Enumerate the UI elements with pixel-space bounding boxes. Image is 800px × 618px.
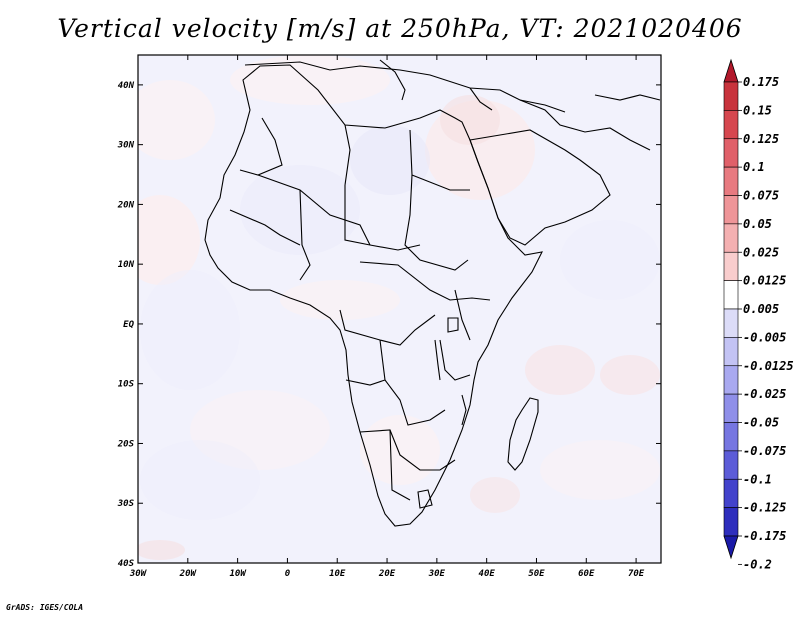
colorbar-label: 0.15: [743, 103, 772, 117]
colorbar-label: -0.075: [743, 444, 786, 458]
lon-label: 60E: [578, 569, 595, 579]
colorbar-segment: [723, 507, 739, 537]
colorbar-arrow-top: [723, 58, 739, 83]
colorbar-segment: [723, 195, 739, 225]
lat-label: 10N: [118, 260, 135, 270]
colorbar-label: 0.175: [743, 75, 779, 89]
lat-label: EQ: [123, 320, 134, 330]
lon-label: 20E: [378, 569, 396, 579]
lat-label: 20N: [117, 200, 135, 210]
colorbar-segment: [723, 110, 739, 140]
colorbar-label: -0.125: [743, 501, 786, 515]
lon-label: 10W: [229, 569, 247, 579]
colorbar-arrow-bottom: [723, 535, 739, 560]
colorbar-segment: [723, 223, 739, 253]
colorbar-segment: [723, 280, 739, 310]
country-borders: [204, 59, 661, 527]
colorbar-segment: [723, 166, 739, 196]
colorbar-segment: [723, 138, 739, 168]
lat-label: 40S: [118, 559, 135, 569]
colorbar-segment: [723, 450, 739, 480]
lon-label: 30W: [129, 569, 148, 579]
lon-label: 30E: [428, 569, 446, 579]
lon-label: 0: [285, 569, 291, 579]
lat-label: 30S: [117, 499, 135, 509]
colorbar-label: -0.175: [743, 529, 786, 543]
colorbar-label: 0.125: [743, 132, 779, 146]
colorbar-label: -0.005: [743, 330, 786, 344]
lon-label: 40E: [479, 569, 496, 579]
colorbar-label: 0.005: [743, 302, 779, 316]
colorbar-label: 0.0125: [743, 274, 786, 288]
lat-label: 20S: [117, 439, 135, 449]
lon-label: 70E: [628, 569, 645, 579]
colorbar-label: 0.05: [743, 217, 772, 231]
lon-label: 10E: [329, 569, 346, 579]
colorbar: 0.175 0.15 0.125 0.1 0.075 0.05 0.025 0.0125 0.0…: [723, 58, 794, 571]
colorbar-segment: [723, 251, 739, 281]
colorbar-label: 0.025: [743, 245, 779, 259]
colorbar-label: -0.05: [743, 416, 779, 430]
lat-label: 10S: [118, 380, 135, 390]
lon-label: 20W: [179, 569, 198, 579]
colorbar-label: -0.1: [743, 472, 772, 486]
colorbar-segment: [723, 393, 739, 423]
colorbar-label: 0.1: [743, 160, 765, 174]
colorbar-label: -0.025: [743, 387, 786, 401]
colorbar-segment: [723, 308, 739, 338]
map-title: Vertical velocity [m/s] at 250hPa, VT: 2…: [57, 14, 743, 43]
plot-frame: [137, 54, 662, 564]
colorbar-segment: [723, 337, 739, 367]
lat-label: 30N: [117, 141, 135, 151]
grads-credit: GrADS: IGES/COLA: [6, 603, 84, 612]
colorbar-segment: [723, 365, 739, 395]
colorbar-segment: [723, 478, 739, 508]
lat-label: 40N: [118, 81, 135, 91]
colorbar-label: -0.0125: [743, 359, 794, 373]
colorbar-label: -0.2: [743, 557, 772, 571]
colorbar-label: 0.075: [743, 189, 779, 203]
colorbar-segment: [723, 422, 739, 452]
colorbar-segment: [723, 81, 739, 111]
lon-label: 50E: [528, 569, 545, 579]
velocity-field: [138, 55, 661, 563]
